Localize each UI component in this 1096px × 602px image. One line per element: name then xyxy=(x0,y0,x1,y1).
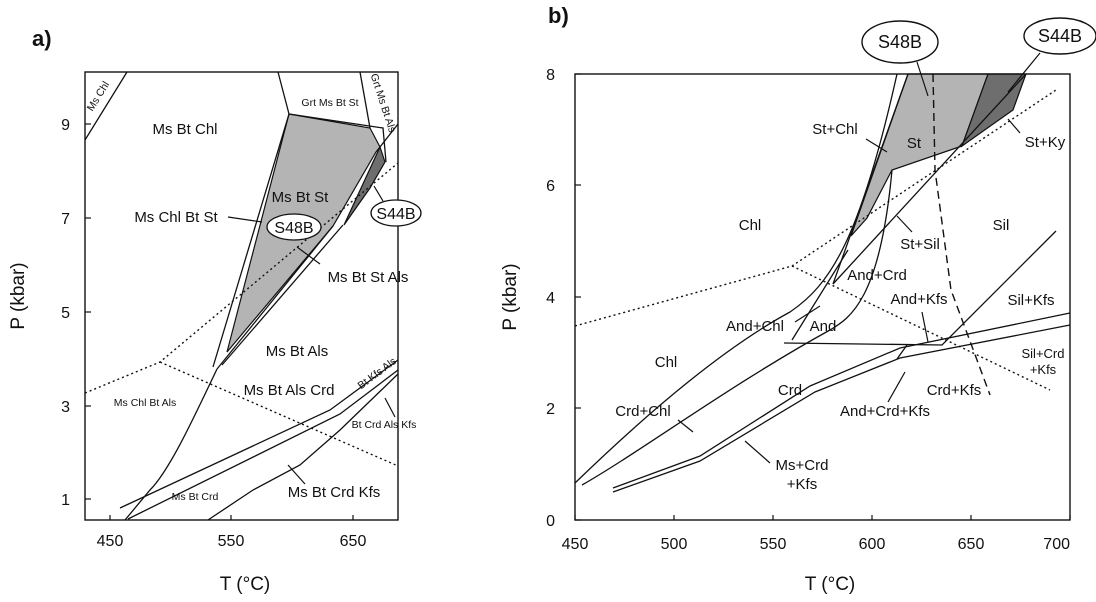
panel-b-s48b-label: S48B xyxy=(878,32,922,52)
panel-a-field-ms-bt-als-crd: Ms Bt Als Crd xyxy=(244,382,335,399)
panel-b-field-st-ky: St+Ky xyxy=(1025,134,1066,151)
panel-b-field-ms-crd-kfs-2: +Kfs xyxy=(787,476,817,493)
panel-a-y-axis-label: P (kbar) xyxy=(8,262,29,329)
panel-b-plot-frame xyxy=(574,73,1071,521)
panel-b-s44b-label: S44B xyxy=(1038,26,1082,46)
panel-a-plot-frame xyxy=(84,71,399,521)
panel-a-field-ms-bt-crd: Ms Bt Crd xyxy=(172,491,219,503)
panel-a-field-ms-chl-bt-st: Ms Chl Bt St xyxy=(134,209,218,226)
panel-b-y-tick-0: 0 xyxy=(546,513,555,530)
panel-a-field-ms-chl: Ms Chl xyxy=(85,79,112,113)
panel-b-y-tick-4: 4 xyxy=(546,290,555,307)
panel-b-y-tick-6: 6 xyxy=(546,178,555,195)
panel-b-field-sil-kfs: Sil+Kfs xyxy=(1007,292,1054,309)
panel-b-label: b) xyxy=(548,3,569,28)
panel-a-label: a) xyxy=(32,26,52,51)
panel-a-s48b-bubble xyxy=(266,213,322,241)
panel-b-field-chl-lower: Chl xyxy=(655,354,678,371)
panel-b-x-tick-500: 500 xyxy=(661,536,688,553)
panel-a-x-tick-450: 450 xyxy=(97,533,124,550)
panel-b-field-crd: Crd xyxy=(778,382,802,399)
panel-b-field-st-chl: St+Chl xyxy=(812,121,857,138)
panel-b-y-tick-8: 8 xyxy=(546,67,555,84)
panel-a-field-grt-ms-bt-als: Grt Ms Bt Als xyxy=(368,72,398,134)
panel-b-x-tick-650: 650 xyxy=(958,536,985,553)
panel-b-y-tick-2: 2 xyxy=(546,401,555,418)
panel-a-field-ms-bt-chl: Ms Bt Chl xyxy=(152,121,217,138)
panel-b-field-and-crd-kfs: And+Crd+Kfs xyxy=(840,403,930,420)
panel-a-x-axis-label: T (°C) xyxy=(220,574,271,595)
panel-b-x-tick-450: 450 xyxy=(562,536,589,553)
panel-a-y-tick-3: 3 xyxy=(61,399,70,416)
panel-b-field-ms-crd-kfs-1: Ms+Crd xyxy=(776,457,829,474)
panel-b-field-sil: Sil xyxy=(993,217,1010,234)
panel-a-field-ms-bt-als: Ms Bt Als xyxy=(266,343,329,360)
panel-a-x-tick-550: 550 xyxy=(218,533,245,550)
panel-b-x-axis-label: T (°C) xyxy=(805,574,856,595)
panel-a-s44b-label: S44B xyxy=(376,206,415,223)
panel-b-field-crd-chl: Crd+Chl xyxy=(615,403,670,420)
panel-a-s44b-bubble xyxy=(370,199,422,227)
panel-a-field-ms-bt-st: Ms Bt St xyxy=(272,189,330,206)
panel-a-y-tick-7: 7 xyxy=(61,211,70,228)
panel-b: b) 0 2 4 6 8 45 xyxy=(500,3,1096,595)
panel-b-field-and-crd: And+Crd xyxy=(847,267,907,284)
panel-b-field-and-chl: And+Chl xyxy=(726,318,784,335)
panel-a-field-ms-chl-bt-als: Ms Chl Bt Als xyxy=(114,397,176,409)
panel-b-field-and: And xyxy=(810,318,837,335)
panel-b-s48b-bubble xyxy=(861,20,939,64)
panel-b-x-tick-550: 550 xyxy=(760,536,787,553)
panel-b-field-crd-kfs: Crd+Kfs xyxy=(927,382,982,399)
panel-a-field-ms-bt-crd-kfs: Ms Bt Crd Kfs xyxy=(288,484,381,501)
panel-b-y-axis-label: P (kbar) xyxy=(500,263,521,330)
panel-b-field-st: St xyxy=(907,135,922,152)
panel-b-field-sil-crd-kfs-1: Sil+Crd xyxy=(1022,346,1065,361)
panel-a-field-grt-ms-bt-st: Grt Ms Bt St xyxy=(301,97,358,109)
panel-a: a) 1 3 5 7 9 450 xyxy=(8,26,422,595)
panel-b-x-tick-700: 700 xyxy=(1043,536,1070,553)
panel-a-field-ms-bt-st-als: Ms Bt St Als xyxy=(328,269,409,286)
panel-a-x-tick-650: 650 xyxy=(340,533,367,550)
panel-b-s48b-light-field xyxy=(850,73,989,237)
panel-b-field-chl-upper: Chl xyxy=(739,217,762,234)
panel-b-x-tick-600: 600 xyxy=(859,536,886,553)
panel-b-s44b-bubble xyxy=(1023,17,1096,55)
panel-a-y-tick-5: 5 xyxy=(61,305,70,322)
panel-a-y-tick-9: 9 xyxy=(61,117,70,134)
panel-b-field-sil-crd-kfs-2: +Kfs xyxy=(1030,362,1057,377)
panel-b-field-and-kfs: And+Kfs xyxy=(890,291,947,308)
panel-a-s48b-label: S48B xyxy=(274,220,313,237)
panel-a-y-tick-1: 1 xyxy=(61,492,70,509)
panel-a-field-bt-crd-als-kfs: Bt Crd Als Kfs xyxy=(352,419,417,431)
panel-b-field-st-sil: St+Sil xyxy=(900,236,940,253)
